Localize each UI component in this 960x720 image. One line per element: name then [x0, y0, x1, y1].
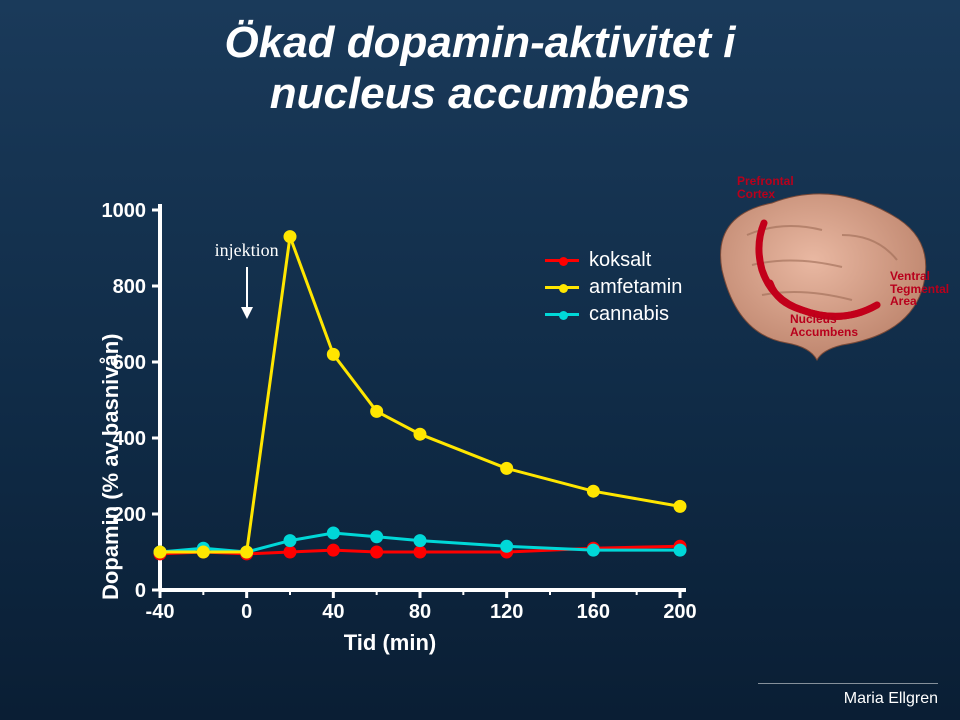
injection-arrow [237, 265, 257, 320]
injection-label: injektion [215, 240, 279, 261]
svg-text:80: 80 [409, 601, 431, 623]
y-axis-label: Dopamin (% av basnivån) [98, 333, 124, 600]
svg-text:-40: -40 [146, 601, 175, 623]
title-line-1: Ökad dopamin-aktivitet i [0, 18, 960, 69]
svg-text:200: 200 [663, 601, 696, 623]
legend-item-koksalt: koksalt [545, 249, 682, 272]
author-name: Maria Ellgren [844, 690, 938, 708]
legend: koksalt amfetamin cannabis [545, 245, 682, 330]
author-divider [758, 683, 938, 684]
svg-text:120: 120 [490, 601, 523, 623]
brain-illustration: PrefrontalCortex NucleusAccumbens Ventra… [692, 175, 942, 365]
title-line-2: nucleus accumbens [0, 69, 960, 120]
x-axis-label: Tid (min) [70, 630, 710, 656]
svg-text:1000: 1000 [102, 200, 147, 222]
slide-title: Ökad dopamin-aktivitet i nucleus accumbe… [0, 18, 960, 119]
svg-text:800: 800 [113, 276, 146, 298]
svg-text:0: 0 [241, 601, 252, 623]
legend-item-cannabis: cannabis [545, 303, 682, 326]
chart: Dopamin (% av basnivån) 0200400600800100… [70, 200, 710, 620]
svg-text:40: 40 [322, 601, 344, 623]
svg-text:0: 0 [135, 580, 146, 602]
brain-label-pfc: PrefrontalCortex [737, 175, 794, 200]
svg-text:160: 160 [577, 601, 610, 623]
legend-item-amfetamin: amfetamin [545, 276, 682, 299]
brain-label-vta: VentralTegmentalArea [890, 270, 949, 308]
brain-label-nac: NucleusAccumbens [790, 313, 858, 338]
slide: Ökad dopamin-aktivitet i nucleus accumbe… [0, 0, 960, 720]
